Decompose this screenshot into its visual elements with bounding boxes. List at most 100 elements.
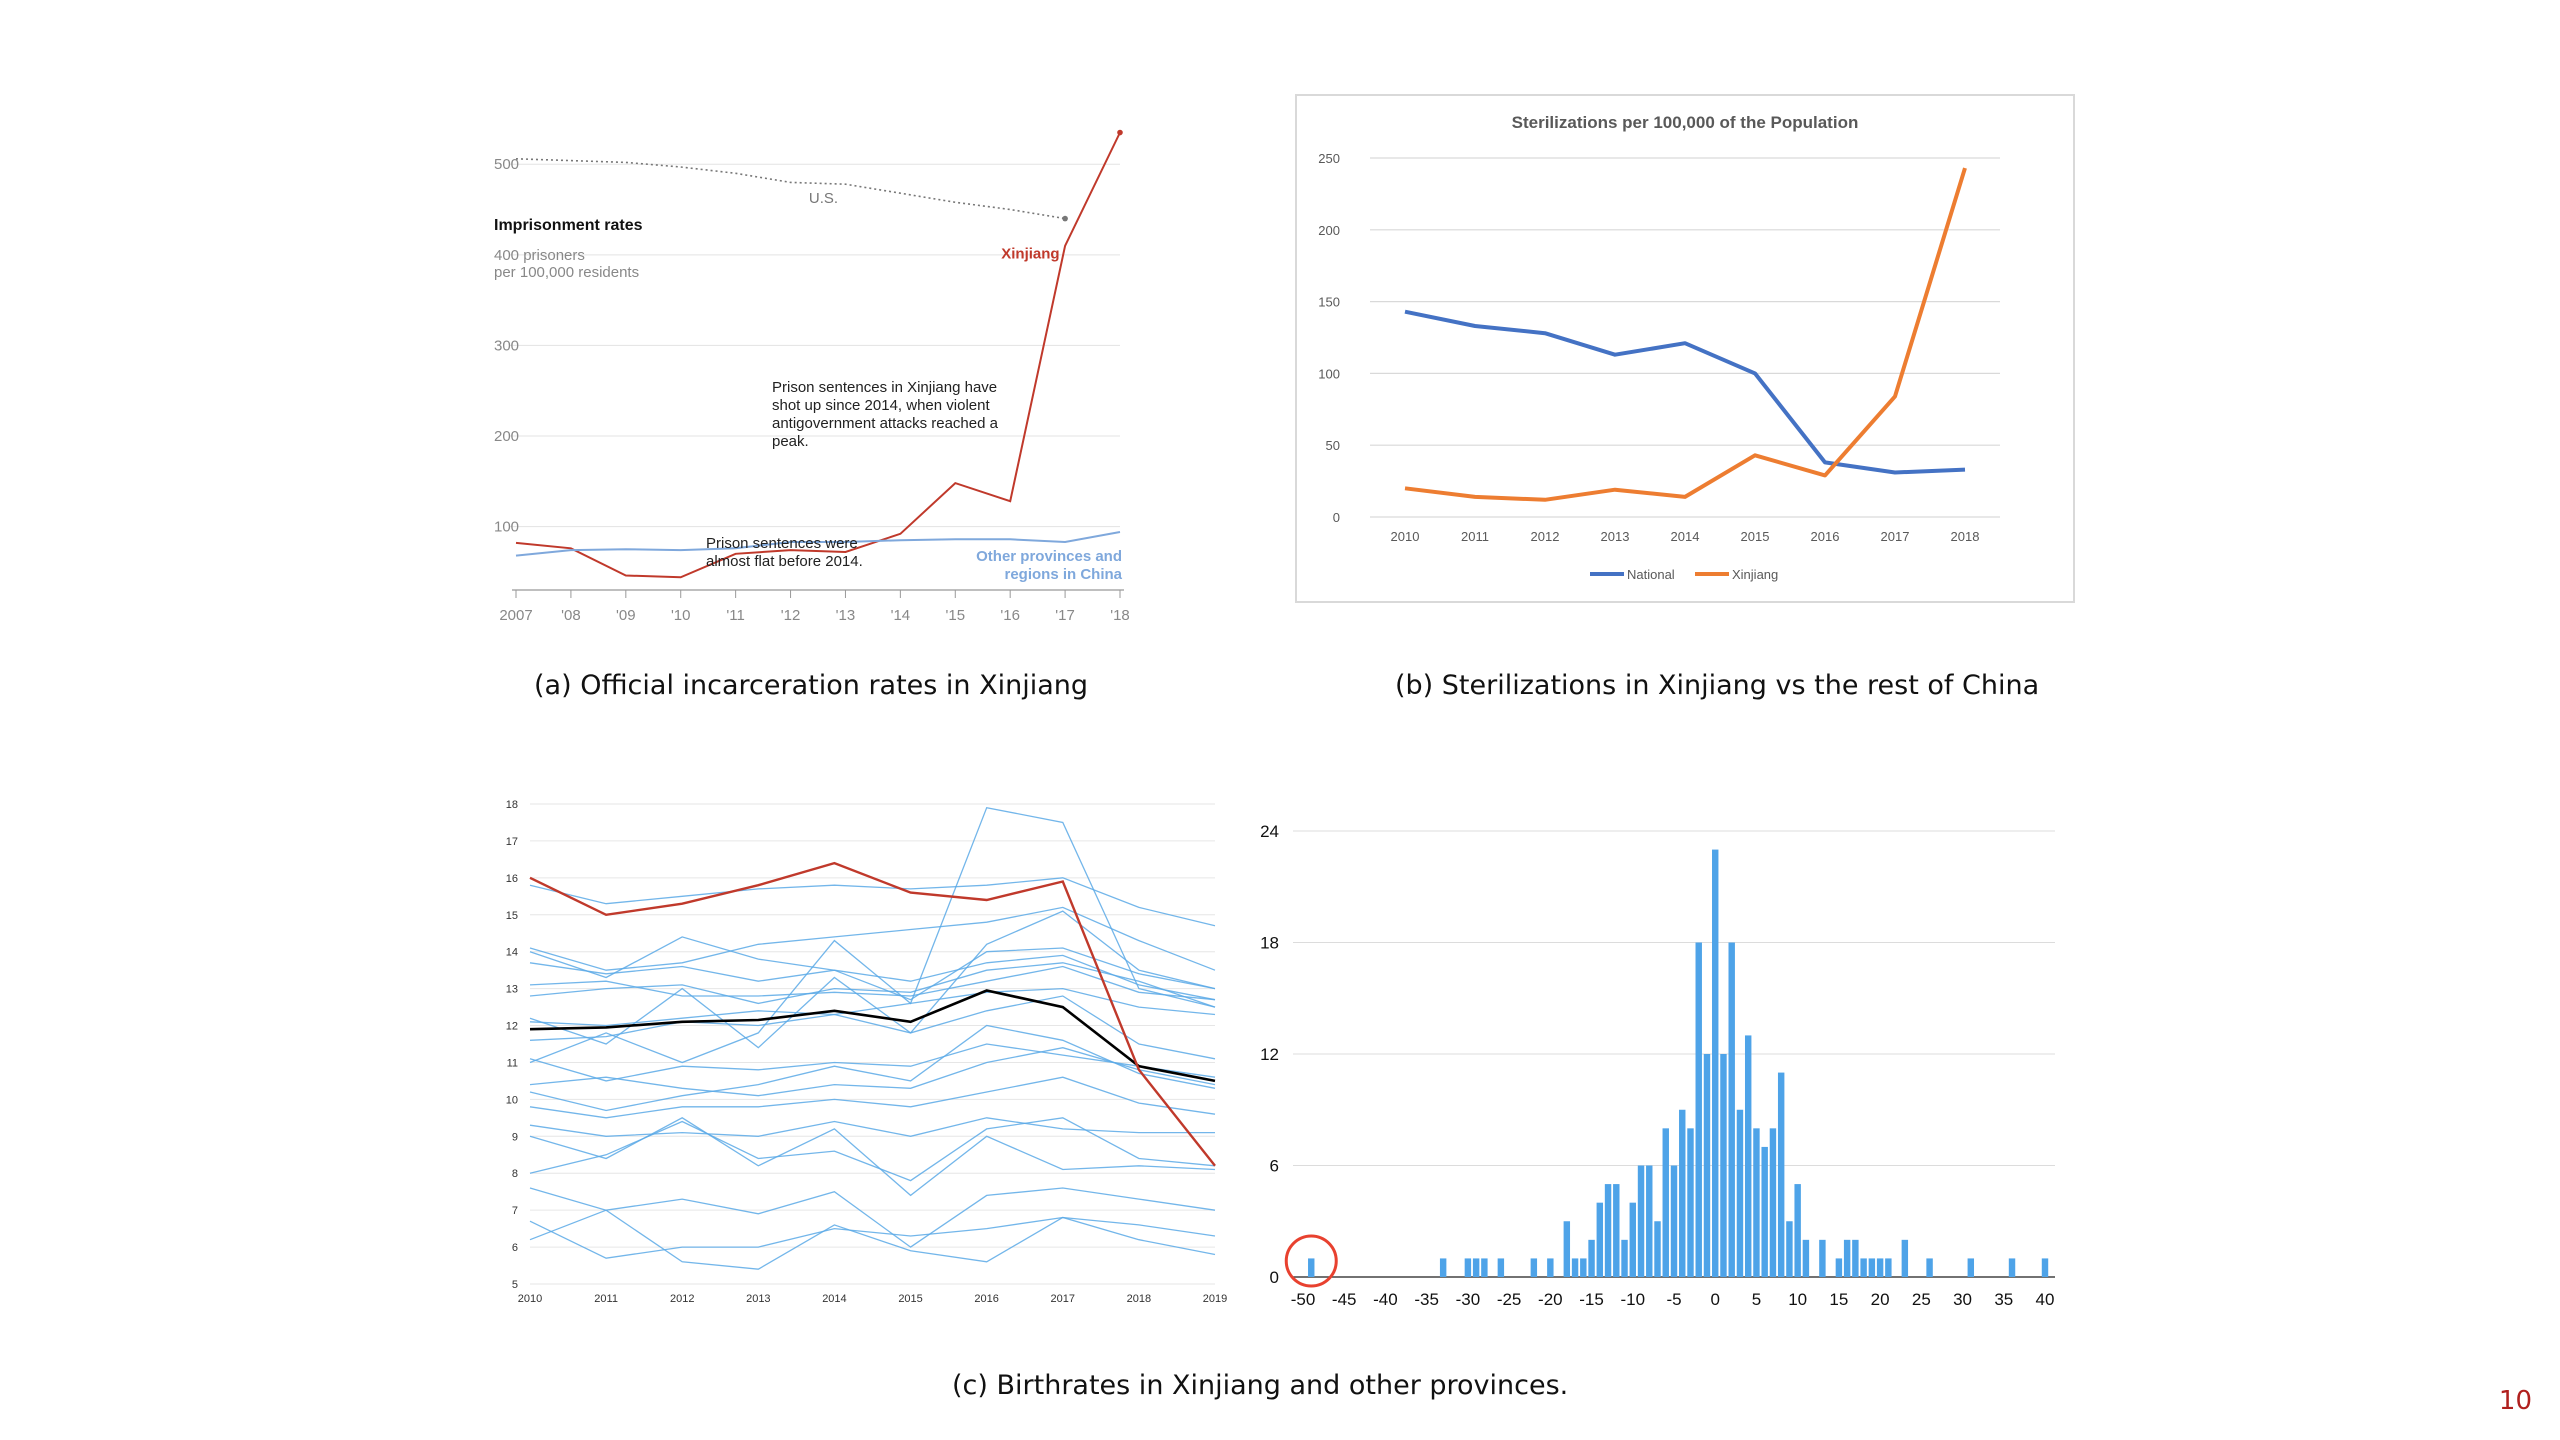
histogram-bar <box>1819 1239 1826 1277</box>
province-line <box>529 936 1216 1001</box>
x-tick-label: '16 <box>1000 607 1020 624</box>
histogram-bar <box>1852 1239 1859 1277</box>
chart-title: Sterilizations per 100,000 of the Popula… <box>1512 113 1859 132</box>
province-line <box>529 806 1216 1064</box>
series-end-point <box>1062 215 1068 222</box>
y-tick-label: 17 <box>506 836 518 848</box>
x-tick-label: 0 <box>1710 1290 1719 1309</box>
histogram-bar <box>1596 1202 1604 1277</box>
province-line <box>529 1043 1216 1082</box>
x-tick-label: 2015 <box>898 1293 922 1305</box>
province-line <box>529 962 1216 1008</box>
x-tick-label: 5 <box>1752 1290 1761 1309</box>
x-tick-label: -40 <box>1373 1290 1398 1309</box>
series-line-national <box>1404 309 1966 475</box>
legend-label: National <box>1627 567 1675 582</box>
histogram-bar <box>1761 1146 1768 1277</box>
xinjiang-line <box>529 861 1216 1167</box>
x-tick-label: 30 <box>1953 1290 1972 1309</box>
annotation-flat-before-2014: Prison sentences were almost flat before … <box>706 535 863 570</box>
chart-incarceration: 500 400 prisoners 300 200 100 per 100,000 res… <box>480 110 1140 640</box>
x-tick-label: '15 <box>945 607 965 624</box>
y-tick-label: 15 <box>506 910 518 922</box>
histogram-bar <box>1547 1258 1554 1277</box>
histogram-bar <box>1736 1109 1744 1277</box>
histogram-bar <box>1802 1239 1810 1277</box>
x-tick-label: 15 <box>1829 1290 1848 1309</box>
histogram-bar <box>1720 1054 1727 1277</box>
x-tick-label: '10 <box>671 607 691 624</box>
y-tick-label: 5 <box>512 1279 518 1291</box>
series-line-1 <box>515 132 1121 579</box>
histogram-bar <box>1646 1165 1653 1277</box>
y-tick-label: 100 <box>494 519 519 536</box>
histogram-bar <box>1563 1221 1571 1277</box>
histogram-bar <box>1439 1258 1447 1277</box>
chart-title: Imprisonment rates <box>494 217 643 234</box>
x-tick-label: 2017 <box>1051 1293 1075 1305</box>
histogram-bar <box>1464 1258 1472 1277</box>
histogram-bar <box>1843 1239 1851 1277</box>
x-tick-label: '08 <box>561 607 581 624</box>
series-label-other-provinces: Other provinces and regions in China <box>976 548 1123 583</box>
y-tick-label: 11 <box>507 1057 518 1069</box>
histogram-bar <box>1769 1128 1777 1277</box>
incarceration-chart-svg: 500 400 prisoners 300 200 100 per 100,000 res… <box>494 129 1130 624</box>
province-line <box>529 1076 1216 1119</box>
series-label-us: U.S. <box>809 190 838 207</box>
x-tick-label: '17 <box>1055 607 1075 624</box>
x-tick-label: 2018 <box>1951 529 1980 544</box>
x-tick-label: '13 <box>836 607 856 624</box>
x-tick-label: 2011 <box>594 1293 618 1305</box>
y-tick-label: 12 <box>506 1021 518 1033</box>
y-tick-label: 18 <box>506 799 518 811</box>
histogram-bar <box>1530 1258 1538 1277</box>
x-tick-label: 2011 <box>1461 529 1489 544</box>
annotation-line: peak. <box>772 433 809 450</box>
histogram-bar <box>1712 849 1719 1277</box>
x-tick-label: 2016 <box>1811 529 1840 544</box>
x-tick-label: 2016 <box>974 1293 998 1305</box>
annotation-line: Prison sentences were <box>706 535 858 552</box>
caption-b: (b) Sterilizations in Xinjiang vs the re… <box>1395 670 2040 701</box>
histogram-bar <box>1786 1221 1793 1277</box>
y-tick-label: 24 <box>1260 822 1279 841</box>
histogram-bar <box>1637 1165 1645 1277</box>
x-tick-label: 2017 <box>1881 529 1910 544</box>
histogram-bar <box>2041 1258 2049 1277</box>
histogram-bar <box>1308 1258 1315 1277</box>
y-tick-label: 16 <box>506 873 518 885</box>
x-tick-label: -15 <box>1579 1290 1604 1309</box>
x-tick-label: '14 <box>891 607 911 624</box>
x-tick-label: 2010 <box>1391 529 1420 544</box>
histogram-bar <box>1703 1054 1711 1277</box>
province-line <box>529 965 1216 1001</box>
y-tick-label: 12 <box>1260 1045 1279 1064</box>
series-label-line: regions in China <box>1004 566 1122 583</box>
birthrates-chart-svg: 5 6 7 8 9 10 11 12 13 14 15 16 17 18 2010 2011 2012 2013 2… <box>506 799 1227 1305</box>
x-tick-label: -45 <box>1332 1290 1357 1309</box>
histogram-bar <box>1967 1258 1975 1277</box>
province-line <box>529 1209 1216 1270</box>
y-tick-label: 9 <box>512 1131 518 1143</box>
chart-sterilizations: Sterilizations per 100,000 of the Popula… <box>1295 94 2075 603</box>
series-end-point <box>1117 129 1123 136</box>
x-tick-label: -25 <box>1497 1290 1522 1309</box>
x-tick-label: 40 <box>2036 1290 2055 1309</box>
y-tick-label: 500 <box>494 156 519 173</box>
histogram-bar <box>1777 1072 1785 1277</box>
x-tick-label: 20 <box>1871 1290 1890 1309</box>
x-tick-label: 2010 <box>518 1293 542 1305</box>
y-tick-label: 0 <box>1270 1268 1279 1287</box>
histogram-bar <box>1679 1109 1686 1277</box>
x-tick-label: 2013 <box>1601 529 1630 544</box>
province-line <box>529 1117 1215 1137</box>
province-line <box>529 1047 1216 1097</box>
province-line <box>529 987 1216 1027</box>
histogram-bar <box>1885 1258 1892 1277</box>
histogram-bar <box>1670 1165 1678 1277</box>
x-tick-label: -30 <box>1456 1290 1481 1309</box>
x-tick-label: -10 <box>1620 1290 1645 1309</box>
y-tick-label: 10 <box>506 1094 518 1106</box>
y-tick-label: 14 <box>506 947 518 959</box>
